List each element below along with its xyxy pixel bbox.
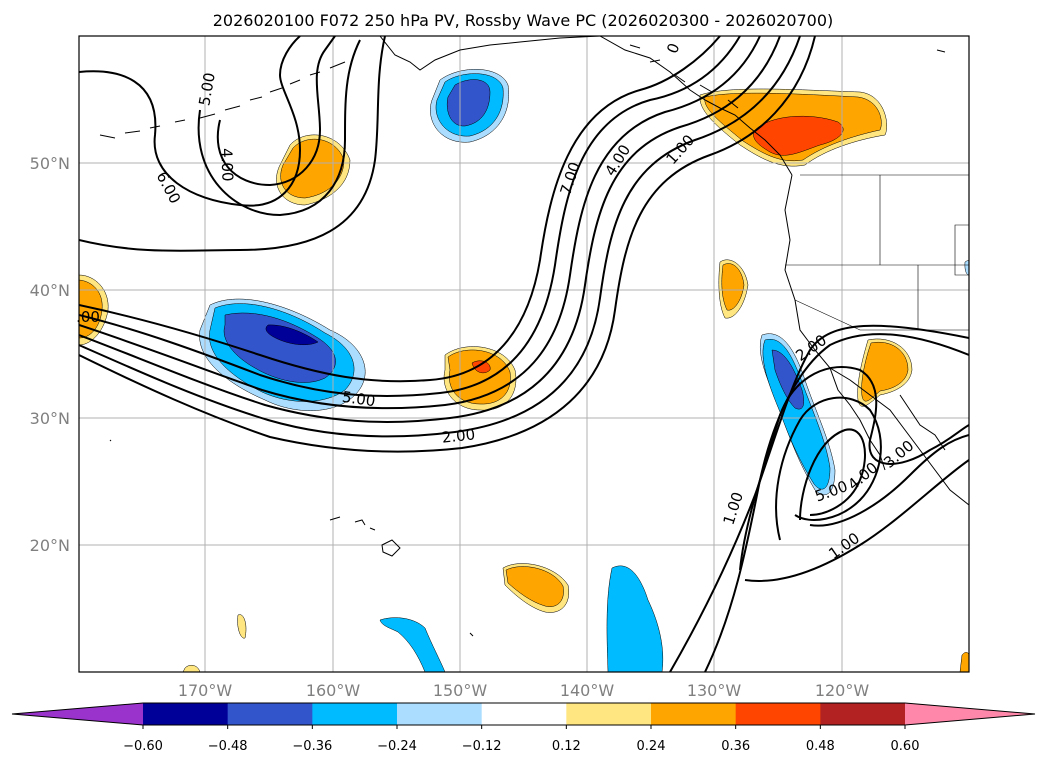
contour-label: 2.00 <box>441 425 476 446</box>
colorbar-segment <box>227 703 313 725</box>
pv-contour-jet <box>79 36 801 438</box>
contour-labels: 5.00 4.00 6.00 7.00 4.00 1.00 5.00 2.00 … <box>76 41 917 563</box>
colorbar-tick-label: 0.36 <box>721 739 750 754</box>
anomaly-navy <box>265 324 319 345</box>
anomaly-blue <box>606 565 664 672</box>
pv-contour-cutoff <box>799 428 969 527</box>
anomaly-orange <box>721 263 745 311</box>
contour-label: 4.00 <box>217 148 236 182</box>
latitude-label: 50°N <box>30 154 70 173</box>
map-panel <box>79 36 969 672</box>
longitude-label: 160°W <box>306 681 361 700</box>
colorbar-tick-label: 0.48 <box>806 739 835 754</box>
longitude-label: 120°W <box>815 681 870 700</box>
anomaly-light-orange <box>182 664 201 672</box>
pv-contour-trough <box>79 36 302 207</box>
pv-contour-cutoff <box>744 459 969 582</box>
colorbar-tick-label: 0.60 <box>891 739 920 754</box>
anomaly-light-blue <box>964 260 969 276</box>
latitude-label: 30°N <box>30 409 70 428</box>
contour-label: .00 <box>76 308 100 326</box>
colorbar-segment <box>143 703 229 725</box>
colorbar-tick-label: −0.36 <box>292 739 332 754</box>
latitude-label: 20°N <box>30 536 70 555</box>
pv-contour <box>79 36 386 252</box>
pv-contour-cutoff <box>775 396 882 541</box>
anomaly-red-orange <box>753 115 844 156</box>
contour-label: 5.00 <box>195 71 219 107</box>
colorbar-segment <box>481 703 567 725</box>
north-america-west-coast <box>784 174 969 506</box>
anomaly-dark-blue <box>771 349 804 410</box>
anomaly-orange <box>505 566 564 607</box>
anomaly-red-orange <box>471 360 491 374</box>
pv-contour-jet <box>79 36 741 397</box>
longitude-label: 130°W <box>687 681 742 700</box>
colorbar-segments <box>12 703 1035 725</box>
hawaii-islands <box>329 516 401 557</box>
pv-contour-jet <box>79 36 781 423</box>
alaska-islands <box>629 44 739 109</box>
pv-contour-cutoff <box>739 366 969 571</box>
colorbar-segment <box>820 703 906 725</box>
map-frame <box>78 35 970 673</box>
pv-contour <box>197 39 361 217</box>
alaska-peninsula-coast <box>599 36 793 176</box>
anomaly-dark-blue <box>223 312 336 383</box>
pv-contour-jet <box>79 36 761 410</box>
contour-label: 5.00 <box>341 388 377 410</box>
coastlines <box>99 36 969 637</box>
pv-contour-jet <box>79 36 721 383</box>
shading-negative-anomalies <box>199 69 969 672</box>
colorbar-arrow-max <box>905 703 1035 725</box>
colorbar: −0.60 −0.48 −0.36 −0.24 −0.12 0.12 0.24 0.36 0.4… <box>11 702 1036 754</box>
longitude-label: 140°W <box>560 681 615 700</box>
colorbar-segment <box>397 703 483 725</box>
anomaly-light-orange <box>237 614 247 639</box>
alaska-coastline <box>379 36 601 71</box>
longitude-labels: 170°W 160°W 150°W 140°W 130°W 120°W <box>178 681 870 700</box>
colorbar-tick-label: −0.48 <box>208 739 248 754</box>
figure-title: 2026020100 F072 250 hPa PV, Rossby Wave … <box>213 11 834 30</box>
colorbar-segment <box>566 703 652 725</box>
pv-contour <box>216 36 336 187</box>
gridlines <box>79 36 969 672</box>
pv-contour-cutoff <box>669 324 969 672</box>
anomaly-dark-blue <box>447 79 491 127</box>
longitude-label: 170°W <box>178 681 233 700</box>
anomaly-blue <box>379 617 446 672</box>
colorbar-ticks: −0.60 −0.48 −0.36 −0.24 −0.12 0.12 0.24 0.36 0.4… <box>123 725 919 754</box>
pv-contour-jet <box>79 36 816 453</box>
colorbar-tick-label: 0.24 <box>637 739 666 754</box>
pv-contours <box>79 36 969 672</box>
colorbar-tick-label: −0.60 <box>123 739 163 754</box>
colorbar-tick-label: −0.12 <box>462 739 502 754</box>
latitude-labels: 50°N 40°N 30°N 20°N <box>30 154 70 555</box>
colorbar-tick-label: 0.12 <box>552 739 581 754</box>
longitude-label: 150°W <box>433 681 488 700</box>
colorbar-segment <box>651 703 737 725</box>
colorbar-arrow-min <box>12 703 143 725</box>
latitude-label: 40°N <box>30 281 70 300</box>
small-islands <box>109 49 946 637</box>
colorbar-tick-label: −0.24 <box>377 739 417 754</box>
colorbar-segment <box>735 703 821 725</box>
anomaly-orange <box>959 652 969 672</box>
colorbar-outline <box>11 702 1036 726</box>
colorbar-segment <box>312 703 398 725</box>
